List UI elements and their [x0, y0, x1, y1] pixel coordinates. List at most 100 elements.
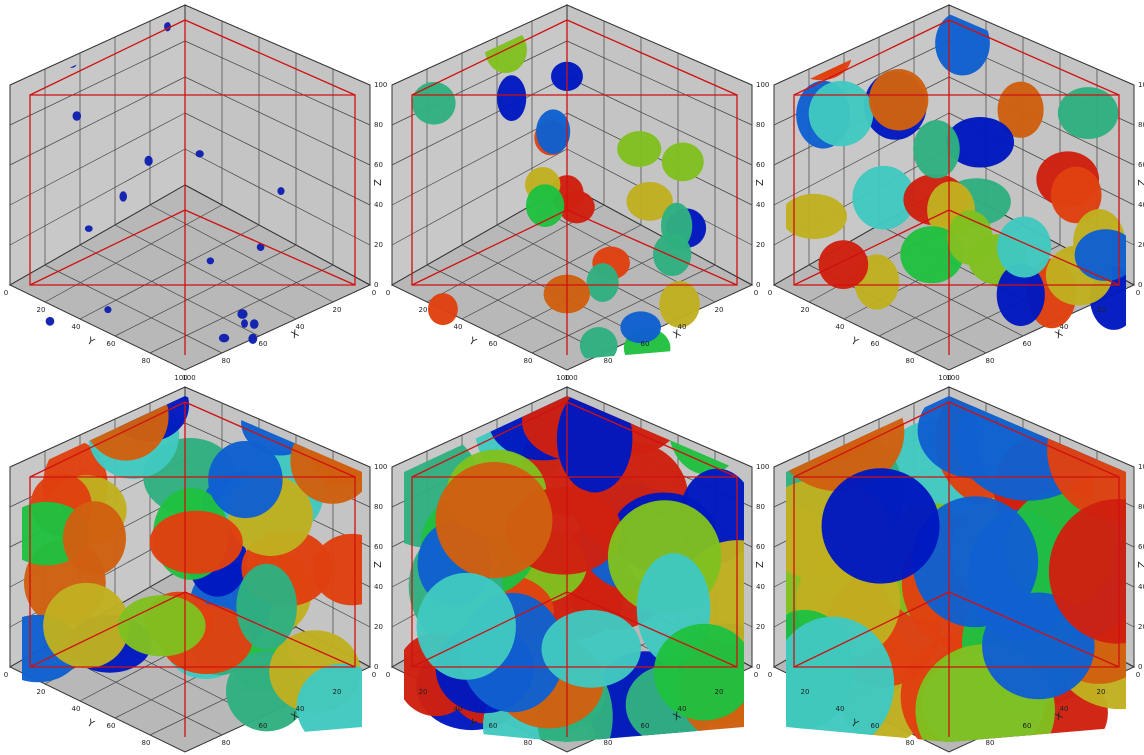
- grid-line: [184, 40, 371, 126]
- x-tick-label: 20: [1097, 688, 1106, 696]
- grain: [786, 616, 895, 742]
- grain: [997, 216, 1052, 278]
- x-tick-label: 20: [715, 306, 724, 314]
- data-box: [29, 19, 356, 96]
- grain: [294, 18, 304, 26]
- x-tick-label: 40: [678, 705, 687, 713]
- x-axis-label: X: [672, 710, 684, 723]
- y-tick-label: 60: [871, 722, 880, 730]
- grid-line: [566, 112, 753, 206]
- x-tick-label: 60: [641, 340, 650, 348]
- x-tick-label: 0: [372, 289, 376, 297]
- x-axis-label: X: [1054, 328, 1066, 341]
- z-tick-label: 60: [1138, 161, 1144, 169]
- grain: [62, 501, 126, 576]
- y-tick-label: 0: [386, 671, 390, 679]
- grain: [298, 29, 306, 38]
- grain: [435, 462, 553, 579]
- x-tick-label: 80: [222, 739, 231, 747]
- x-axis-label: X: [1054, 710, 1066, 723]
- grid-line: [149, 264, 334, 354]
- grain: [913, 120, 960, 179]
- z-tick-label: 20: [374, 241, 383, 249]
- grain: [23, 35, 35, 46]
- z-tick-label: 100: [1138, 81, 1144, 89]
- x-axis-label: X: [672, 328, 684, 341]
- grain: [818, 240, 869, 289]
- grain: [586, 263, 619, 302]
- grain: [659, 281, 700, 328]
- y-tick-label: 60: [489, 722, 498, 730]
- grain: [620, 311, 662, 344]
- x-tick-label: 0: [754, 671, 758, 679]
- z-tick-label: 40: [374, 201, 383, 209]
- x-tick-label: 0: [754, 289, 758, 297]
- grain: [1074, 229, 1126, 281]
- y-tick-label: 20: [419, 688, 428, 696]
- y-tick-label: 40: [836, 705, 845, 713]
- y-tick-label: 80: [906, 739, 915, 747]
- z-axis-label: Z: [1137, 179, 1144, 186]
- z-tick-label: 60: [1138, 543, 1144, 551]
- x-tick-label: 60: [641, 722, 650, 730]
- grain: [997, 81, 1044, 138]
- z-tick-label: 0: [756, 281, 760, 289]
- z-tick-label: 20: [756, 241, 765, 249]
- grain: [149, 510, 243, 574]
- y-axis-label: Y: [84, 335, 96, 349]
- y-tick-label: 0: [4, 289, 8, 297]
- grain: [1050, 166, 1102, 224]
- grain: [256, 243, 265, 252]
- grid-line: [79, 244, 260, 337]
- y-tick-label: 40: [72, 705, 81, 713]
- grain: [821, 468, 940, 584]
- grain: [868, 69, 929, 131]
- x-axis-label: X: [290, 710, 302, 723]
- y-tick-label: 100: [174, 374, 187, 382]
- grain: [1057, 87, 1119, 139]
- y-axis-label: Y: [848, 335, 860, 349]
- z-tick-label: 80: [756, 503, 765, 511]
- grid-line: [184, 76, 371, 166]
- y-tick-label: 80: [524, 739, 533, 747]
- y-tick-label: 0: [768, 671, 772, 679]
- grid-line: [566, 76, 753, 166]
- grain: [315, 396, 362, 456]
- x-tick-label: 100: [946, 374, 959, 382]
- grain: [808, 80, 874, 147]
- z-tick-label: 60: [756, 161, 765, 169]
- y-tick-label: 80: [906, 357, 915, 365]
- grain: [218, 333, 230, 343]
- grain: [497, 75, 527, 122]
- z-tick-label: 20: [756, 623, 765, 631]
- grid-line: [9, 148, 186, 246]
- y-tick-label: 0: [768, 289, 772, 297]
- x-tick-label: 100: [564, 374, 577, 382]
- grain: [626, 181, 673, 221]
- x-tick-label: 80: [222, 357, 231, 365]
- data-box: [411, 401, 738, 478]
- x-tick-label: 80: [986, 739, 995, 747]
- grid-line: [44, 204, 223, 303]
- data-box: [793, 401, 1120, 478]
- grid-line: [9, 76, 186, 166]
- y-tick-label: 20: [419, 306, 428, 314]
- grid-line: [149, 204, 334, 303]
- grain: [579, 327, 618, 360]
- grain: [72, 111, 82, 121]
- x-tick-label: 20: [333, 306, 342, 314]
- x-tick-label: 100: [182, 374, 195, 382]
- grid-line: [773, 112, 950, 206]
- grid-line: [531, 264, 716, 354]
- y-tick-label: 60: [871, 340, 880, 348]
- grain: [541, 610, 641, 688]
- grain: [617, 131, 662, 167]
- y-tick-label: 60: [107, 722, 116, 730]
- data-box: [411, 19, 738, 96]
- y-tick-label: 60: [489, 340, 498, 348]
- grain: [117, 595, 206, 657]
- floor: [8, 184, 372, 371]
- z-tick-label: 20: [374, 623, 383, 631]
